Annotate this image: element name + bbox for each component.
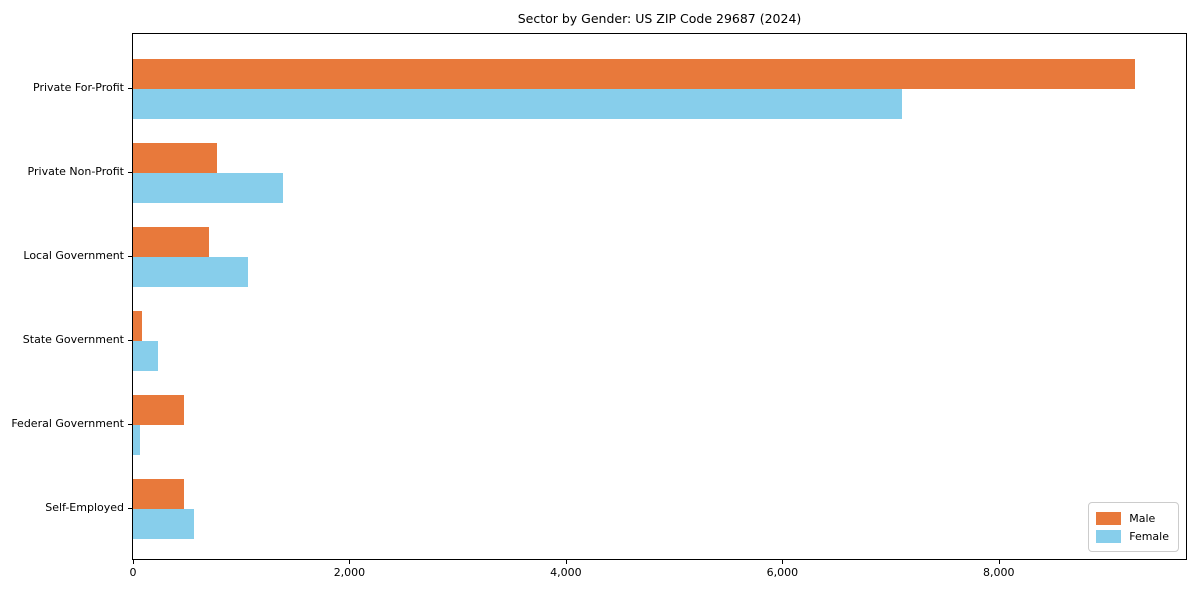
bar-male-6 [133, 479, 185, 509]
y-tick-mark [128, 340, 132, 341]
y-tick-mark [128, 172, 132, 173]
y-tick-label: Federal Government [11, 417, 124, 430]
y-tick-label: Self-Employed [45, 501, 124, 514]
bar-female-3 [133, 257, 249, 287]
legend: Male Female [1088, 502, 1179, 552]
bar-male-3 [133, 227, 210, 257]
y-tick-label: Local Government [23, 249, 124, 262]
bar-male-4 [133, 311, 143, 341]
x-tick-label: 6,000 [766, 566, 799, 579]
y-tick-label: Private Non-Profit [27, 165, 124, 178]
legend-row-female: Female [1096, 527, 1169, 545]
x-tick-label: 4,000 [550, 566, 582, 579]
legend-swatch-male [1096, 511, 1122, 525]
y-tick-mark [128, 88, 132, 89]
bar-female-6 [133, 509, 195, 539]
x-tick-label: 2,000 [333, 566, 366, 579]
plot-area: Male Female [132, 33, 1187, 560]
bar-male-1 [133, 59, 1136, 89]
x-tick-mark [133, 560, 134, 564]
legend-row-male: Male [1096, 509, 1169, 527]
bar-male-2 [133, 143, 218, 173]
y-tick-label: Private For-Profit [33, 81, 124, 94]
bar-female-2 [133, 173, 283, 203]
bar-male-5 [133, 395, 184, 425]
bar-female-1 [133, 89, 903, 119]
chart-title: Sector by Gender: US ZIP Code 29687 (202… [517, 11, 802, 26]
x-tick-label: 8,000 [983, 566, 1015, 579]
x-tick-mark [782, 560, 784, 564]
bar-female-4 [133, 341, 159, 371]
x-tick-label: 0 [129, 566, 137, 579]
x-tick-mark [565, 560, 567, 564]
y-tick-mark [128, 424, 132, 425]
y-tick-mark [128, 508, 132, 509]
legend-swatch-female [1096, 529, 1122, 543]
bar-female-5 [133, 425, 141, 455]
y-tick-label: State Government [22, 333, 124, 346]
x-tick-mark [349, 560, 351, 564]
y-tick-mark [128, 256, 132, 257]
x-tick-mark [998, 560, 1000, 564]
legend-label: Male [1129, 511, 1156, 525]
legend-label: Female [1129, 529, 1169, 543]
